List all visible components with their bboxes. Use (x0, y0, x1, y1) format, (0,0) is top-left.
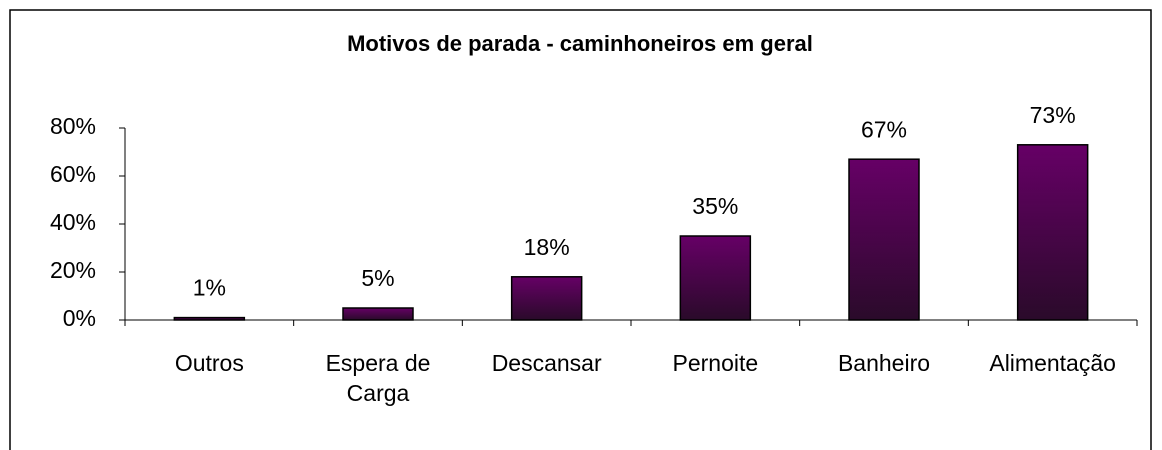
bar (848, 158, 920, 321)
y-tick-label: 40% (50, 209, 96, 235)
x-tick-label: Alimentação (989, 350, 1116, 376)
x-tick-label: Pernoite (672, 350, 759, 376)
data-label: 35% (692, 193, 738, 219)
x-tick-label: Descansar (491, 350, 602, 376)
chart-title: Motivos de parada - caminhoneiros em ger… (347, 31, 813, 56)
bar (510, 276, 583, 321)
y-tick-label: 80% (50, 113, 96, 139)
x-tick-label: Espera de Carga (325, 350, 431, 406)
data-label: 1% (193, 275, 226, 301)
y-tick-label: 0% (63, 305, 96, 331)
x-tick-label: Banheiro (837, 350, 931, 376)
data-label: 73% (1030, 102, 1076, 128)
x-tick-label: Outros (174, 350, 244, 376)
bar (173, 316, 246, 321)
bar (1016, 144, 1089, 321)
bar (342, 307, 414, 321)
data-label: 18% (524, 234, 570, 260)
data-label: 67% (861, 116, 907, 142)
y-tick-label: 20% (50, 257, 96, 283)
bar (679, 235, 752, 321)
chart-frame (9, 9, 1152, 450)
data-label: 5% (361, 265, 394, 291)
y-tick-label: 60% (50, 161, 96, 187)
